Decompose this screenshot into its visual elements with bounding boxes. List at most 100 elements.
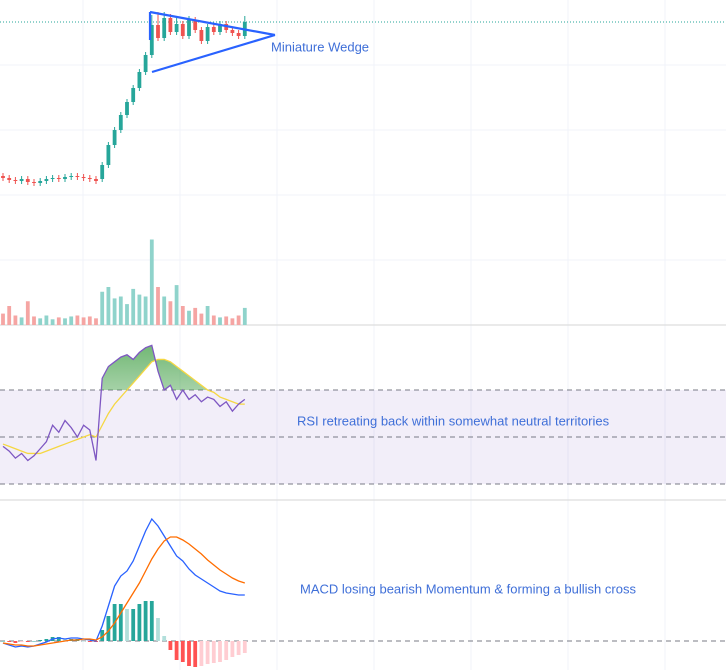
volume-bar [162,296,167,325]
macd-annotation: MACD losing bearish Momentum & forming a… [300,581,636,596]
candle-body [156,25,160,38]
histogram-bar [87,641,92,642]
histogram-bar [224,641,229,660]
candle-body [87,178,92,179]
candle-body [69,176,74,177]
candle-body [199,30,204,41]
volume-bar [187,310,191,325]
volume-bar [230,318,235,325]
rsi-annotation: RSI retreating back within somewhat neut… [297,413,610,428]
volume-bar [143,296,148,325]
histogram-bar [242,641,247,653]
candle-body [211,27,216,32]
volume-bar [180,306,185,325]
volume-bar [1,313,5,325]
histogram-bar [118,604,123,641]
histogram-bar [7,641,12,642]
volume-bar [224,316,229,325]
volume-bar [94,318,98,325]
volume-bar [149,239,154,325]
histogram-bar [38,640,43,641]
wedge-label: Miniature Wedge [271,39,369,54]
candle-body [32,182,36,183]
rsi-line [2,344,246,462]
volume-bar [125,304,129,325]
histogram-bar [44,639,49,641]
volume-bar [63,318,67,325]
candle-body [25,179,30,182]
volume-bar [50,319,55,325]
candle-body [131,88,136,102]
histogram-bar [131,609,136,641]
histogram-bar [236,641,241,655]
histogram-bar [149,601,154,641]
volume-bar [137,294,142,325]
candle-body [112,130,117,145]
candle-body [106,145,111,165]
volume-bar [87,316,92,325]
wedge-drawing [148,10,276,74]
histogram-bar [125,609,129,641]
histogram-bar [25,641,30,642]
candle-body [56,178,61,179]
candle-body [149,25,154,55]
histogram-bar [106,616,111,641]
candle-body [7,178,12,180]
histogram-bar [143,601,148,641]
rsi-average-line [2,358,245,455]
candle-body [193,20,198,30]
histogram-bar [63,639,67,641]
macd-line [2,517,245,648]
wedge-line [151,33,276,74]
candle-body [180,24,185,36]
histogram-bar [1,641,5,642]
histogram-bar [199,641,204,666]
candle-body [81,177,86,178]
candle-body [125,102,129,115]
volume-bar [199,313,204,325]
candle-body [13,180,18,181]
candle-body [168,18,173,32]
volume-bar [156,287,160,325]
volume-bar [38,318,43,325]
volume-bar [75,315,80,325]
histogram-bar [32,641,36,642]
wedge-line [149,10,276,37]
histogram-bar [13,641,18,643]
candle-body [205,27,210,41]
histogram-bar [218,641,222,662]
candle-body [236,33,241,36]
volume-bar [32,316,36,325]
volume-bar [131,288,136,325]
volume-bar [19,317,24,325]
candle-body [44,179,49,181]
volume-bar [218,317,222,325]
candle-body [75,176,80,177]
rsi-fill [101,345,208,390]
candle-body [218,24,222,32]
volume-bar [193,307,198,325]
histogram-bar [168,641,173,650]
histogram-bar [180,641,185,662]
data [0,12,726,667]
candle-body [38,181,43,183]
volume-bar [44,315,49,325]
volume-bar [81,317,86,325]
histogram-bar [56,637,61,641]
histogram-bar [100,630,105,641]
candle-body [162,18,167,38]
candle-body [137,72,142,88]
volume-bar [56,317,61,325]
candle-body [63,177,67,179]
signal-line [2,536,245,647]
histogram-bar [211,641,216,663]
candle-body [100,165,105,179]
volume-bar [118,296,123,325]
candle-body [1,176,5,178]
histogram-bar [162,636,167,641]
volume-bar [174,285,179,325]
histogram-bar [193,641,198,667]
